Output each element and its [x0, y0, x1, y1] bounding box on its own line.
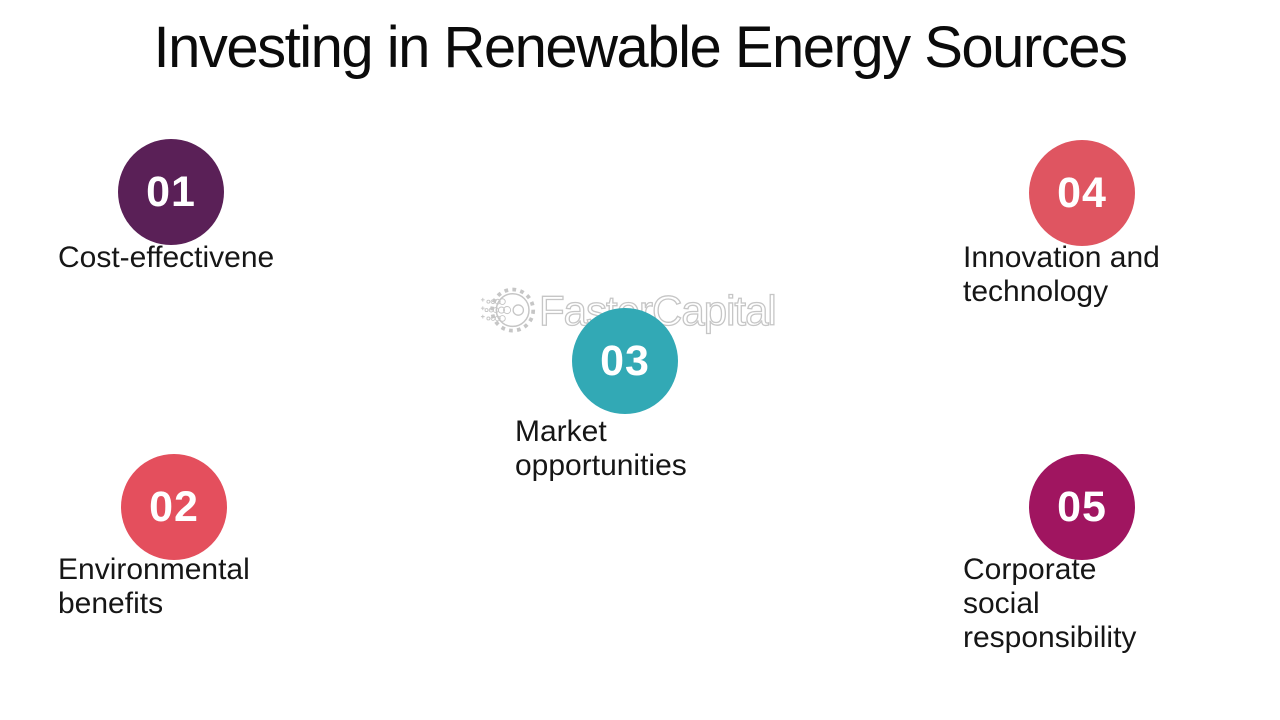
- step-05-label-line: responsibility: [963, 621, 1137, 654]
- gear-icon: [480, 287, 536, 333]
- step-02-label: Environmental benefits: [58, 553, 250, 621]
- step-03-number: 03: [600, 336, 650, 385]
- step-01-badge: 01: [118, 139, 224, 245]
- step-01-label-line: Cost-effectivene: [58, 241, 275, 274]
- step-04-label-line: technology: [963, 275, 1109, 308]
- step-02-label-line: Environmental: [58, 553, 250, 586]
- step-05-label: Corporate social responsibility: [963, 553, 1136, 655]
- step-03-label-line: Market: [515, 415, 607, 448]
- step-05-label-line: Corporate: [963, 553, 1097, 586]
- step-05-badge: 05: [1029, 454, 1135, 560]
- step-03-label-line: opportunities: [515, 449, 687, 482]
- step-01-number: 01: [146, 167, 196, 216]
- step-05-number: 05: [1057, 482, 1107, 531]
- step-02-label-line: benefits: [58, 587, 164, 620]
- step-02-number: 02: [149, 482, 199, 531]
- step-04-label-line: Innovation and: [963, 241, 1160, 274]
- step-03-label: Market opportunities: [515, 415, 687, 483]
- step-05-label-line: social: [963, 587, 1040, 620]
- step-04-label: Innovation and technology: [963, 241, 1160, 309]
- step-01-label: Cost-effectivene: [58, 241, 274, 275]
- step-02-badge: 02: [121, 454, 227, 560]
- page-title: Investing in Renewable Energy Sources: [153, 15, 1128, 80]
- step-04-badge: 04: [1029, 140, 1135, 246]
- step-04-number: 04: [1057, 168, 1107, 217]
- step-03-badge: 03: [572, 308, 678, 414]
